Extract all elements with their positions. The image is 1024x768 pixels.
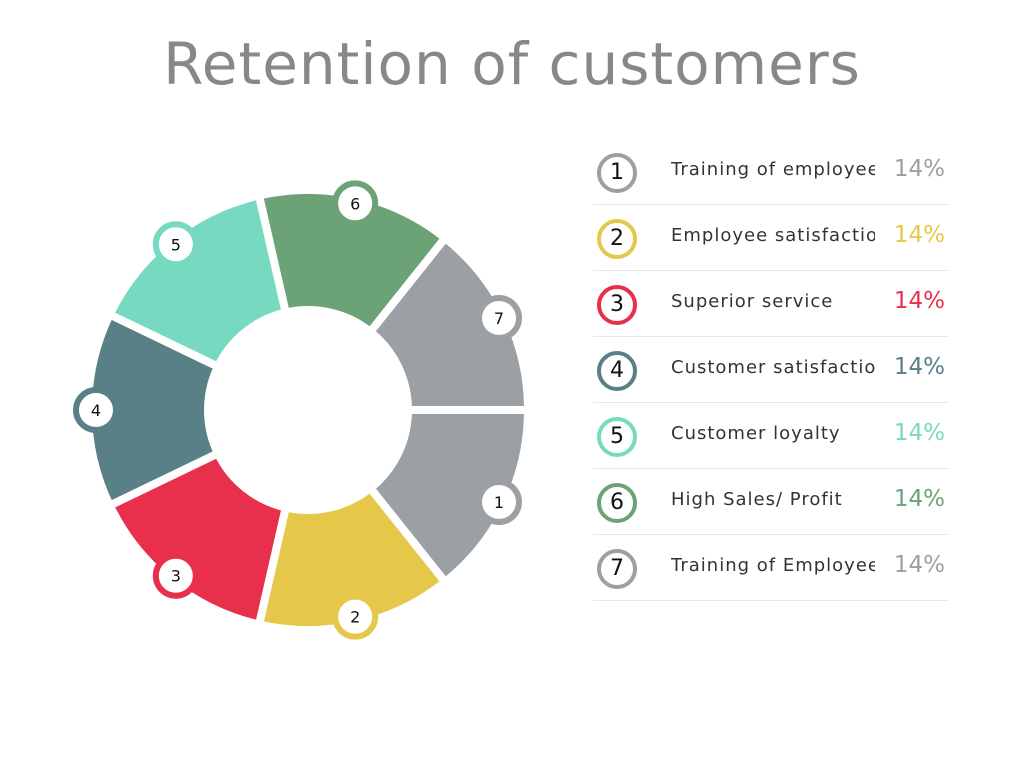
legend-item: 3 Superior service 14%: [593, 271, 949, 337]
badge-circle: [332, 593, 379, 640]
legend-percent: 14%: [893, 156, 945, 182]
legend-percent: 14%: [893, 486, 945, 512]
donut-segment: [104, 190, 291, 372]
legend-percent: 14%: [893, 288, 945, 314]
legend-percent: 14%: [893, 354, 945, 380]
segment-badge: 4: [73, 387, 119, 433]
legend-number: 4: [597, 351, 637, 391]
legend-number: 3: [597, 285, 637, 325]
donut-segment: [254, 482, 451, 634]
legend-label: Customer satisfaction: [671, 357, 875, 378]
segment-badge: 7: [476, 295, 523, 342]
segment-badge: 3: [152, 552, 199, 599]
legend-number: 2: [597, 219, 637, 259]
legend-number: 5: [597, 417, 637, 457]
badge-number: 2: [350, 608, 360, 627]
badge-circle: [73, 387, 119, 433]
legend-item: 4 Customer satisfaction 14%: [593, 337, 949, 403]
legend-item: 1 Training of employees 14%: [593, 139, 949, 205]
legend-label: Customer loyalty: [671, 423, 841, 444]
legend-item: 2 Employee satisfaction 14%: [593, 205, 949, 271]
segment-badge: 1: [476, 478, 523, 525]
badge-circle: [476, 295, 523, 342]
legend-label: Training of employees: [671, 159, 875, 180]
legend-percent: 14%: [893, 420, 945, 446]
badge-number: 4: [91, 401, 101, 420]
donut-segment: [254, 186, 451, 338]
segment-badge: 5: [152, 221, 199, 268]
badge-number: 7: [494, 309, 504, 328]
badge-number: 1: [494, 493, 504, 512]
segment-badge: 2: [332, 593, 379, 640]
legend: 1 Training of employees 14% 2 Employee satis…: [593, 139, 949, 601]
donut-segment: [364, 406, 533, 588]
segment-badge: 6: [332, 180, 379, 227]
legend-percent: 14%: [893, 222, 945, 248]
legend-label: Superior service: [671, 291, 834, 312]
legend-label: High Sales/ Profit: [671, 489, 843, 510]
badge-circle: [476, 478, 523, 525]
legend-label: Training of Employees: [671, 555, 875, 576]
donut-chart: 1 2 3 4 5 6 7: [73, 180, 533, 640]
legend-item: 6 High Sales/ Profit 14%: [593, 469, 949, 535]
donut-segment: [84, 309, 224, 511]
legend-number: 1: [597, 153, 637, 193]
donut-segment: [364, 232, 533, 414]
legend-item: 5 Customer loyalty 14%: [593, 403, 949, 469]
donut-segment: [104, 448, 291, 630]
badge-circle: [152, 221, 199, 268]
page-title: Retention of customers: [163, 30, 861, 98]
badge-circle: [152, 552, 199, 599]
legend-number: 6: [597, 483, 637, 523]
legend-label: Employee satisfaction: [671, 225, 875, 246]
badge-number: 5: [171, 235, 181, 254]
badge-number: 3: [171, 567, 181, 586]
badge-circle: [332, 180, 379, 227]
badge-number: 6: [350, 194, 360, 213]
legend-item: 7 Training of Employees 14%: [593, 535, 949, 601]
legend-percent: 14%: [893, 552, 945, 578]
legend-number: 7: [597, 549, 637, 589]
